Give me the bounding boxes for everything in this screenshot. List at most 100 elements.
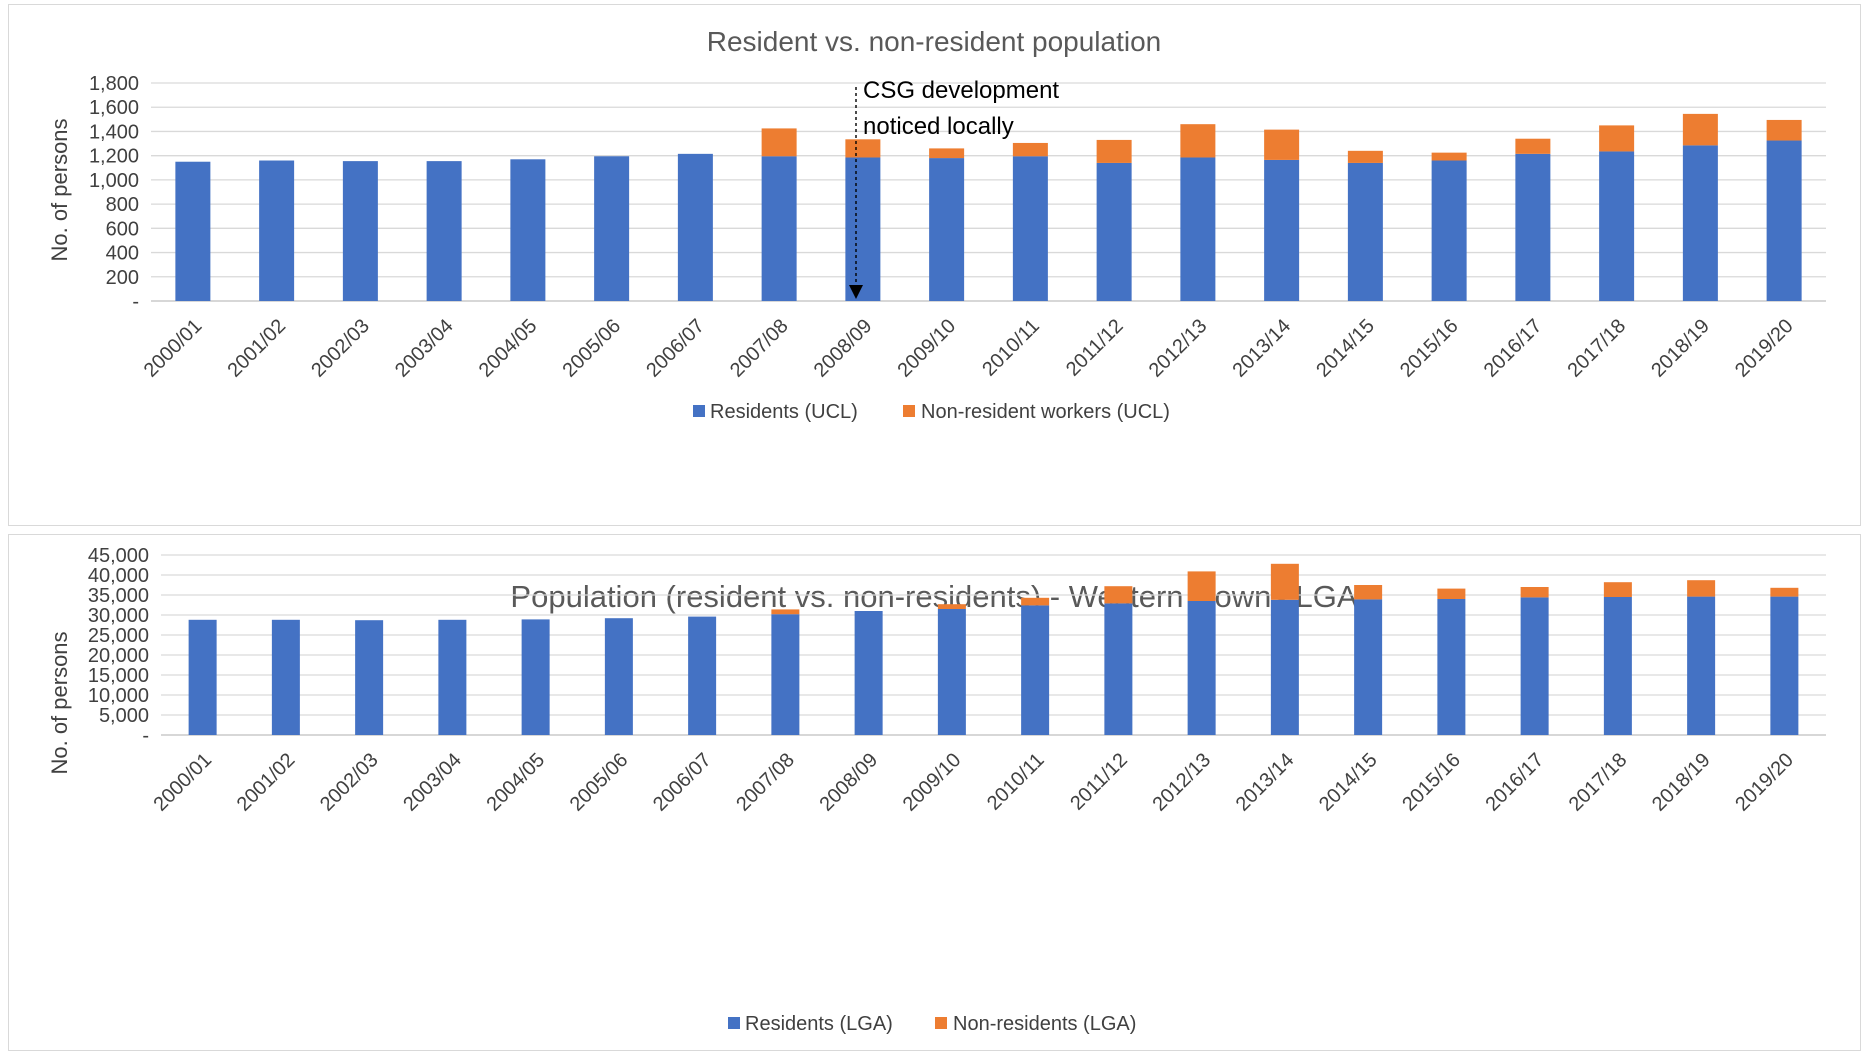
x-tick-label: 2011/12 bbox=[1066, 749, 1132, 815]
bar-residents bbox=[1264, 159, 1300, 301]
x-tick-label: 2001/02 bbox=[233, 749, 300, 816]
y-tick-label: 600 bbox=[106, 218, 139, 240]
bar-residents bbox=[1437, 599, 1466, 735]
bar-residents bbox=[1687, 596, 1716, 735]
bar-residents bbox=[761, 156, 797, 301]
bar-nonresidents bbox=[1347, 150, 1383, 163]
bar-nonresidents bbox=[1687, 580, 1716, 597]
bar-residents bbox=[937, 609, 966, 735]
x-tick-label: 2014/15 bbox=[1312, 315, 1379, 382]
y-tick-label: 1,000 bbox=[89, 170, 139, 192]
legend-label-nonresidents: Non-resident workers (UCL) bbox=[921, 401, 1170, 423]
bar-residents bbox=[355, 620, 384, 735]
legend-swatch-nonresidents bbox=[935, 1017, 947, 1029]
bar-residents bbox=[1012, 156, 1048, 301]
legend-swatch-residents bbox=[728, 1017, 740, 1029]
annotation-line-1: CSG development bbox=[863, 77, 1059, 104]
bar-residents bbox=[1021, 605, 1050, 735]
y-tick-label: 30,000 bbox=[88, 605, 149, 627]
y-tick-label: 15,000 bbox=[88, 665, 149, 687]
bar-residents bbox=[1104, 603, 1133, 735]
bar-nonresidents bbox=[845, 139, 881, 158]
x-tick-label: 2006/07 bbox=[642, 315, 709, 382]
x-tick-label: 2008/09 bbox=[810, 315, 877, 382]
bar-residents bbox=[845, 157, 881, 301]
bar-residents bbox=[929, 158, 965, 301]
x-tick-label: 2003/04 bbox=[399, 749, 466, 816]
bar-residents bbox=[1682, 145, 1718, 301]
y-tick-label: - bbox=[142, 725, 149, 747]
bar-nonresidents bbox=[1603, 582, 1632, 597]
bar-residents bbox=[438, 619, 467, 735]
bar-nonresidents bbox=[1021, 597, 1050, 606]
bar-residents bbox=[1180, 157, 1216, 301]
bar-nonresidents bbox=[1515, 138, 1551, 154]
x-tick-label: 2012/13 bbox=[1148, 749, 1215, 816]
bar-residents bbox=[688, 616, 717, 735]
annotation-arrow-icon bbox=[849, 285, 863, 299]
x-tick-label: 2003/04 bbox=[391, 315, 458, 382]
x-tick-label: 2015/16 bbox=[1396, 315, 1463, 382]
y-tick-label: 10,000 bbox=[88, 685, 149, 707]
x-tick-label: 2008/09 bbox=[815, 749, 882, 816]
bar-residents bbox=[594, 156, 630, 301]
bar-nonresidents bbox=[929, 148, 965, 159]
x-tick-label: 2006/07 bbox=[649, 749, 716, 816]
chart-title: Population (resident vs. non-residents) … bbox=[510, 579, 1357, 614]
y-tick-label: 1,800 bbox=[89, 73, 139, 95]
bar-residents bbox=[175, 161, 211, 301]
bar-nonresidents bbox=[1354, 585, 1383, 600]
bar-nonresidents bbox=[1104, 586, 1133, 604]
annotation-line-2: noticed locally bbox=[863, 113, 1014, 140]
x-tick-label: 2005/06 bbox=[566, 749, 633, 816]
x-tick-label: 2019/20 bbox=[1731, 315, 1798, 382]
bar-nonresidents bbox=[1599, 125, 1635, 152]
bar-residents bbox=[1520, 597, 1549, 735]
bar-residents bbox=[604, 618, 633, 735]
x-tick-label: 2012/13 bbox=[1145, 315, 1212, 382]
x-tick-label: 2000/01 bbox=[140, 315, 207, 382]
y-tick-label: 35,000 bbox=[88, 585, 149, 607]
x-tick-label: 2001/02 bbox=[223, 315, 290, 382]
legend-label-residents: Residents (LGA) bbox=[745, 1013, 893, 1035]
legend-swatch-nonresidents bbox=[903, 405, 915, 417]
x-tick-label: 2011/12 bbox=[1062, 315, 1128, 381]
x-tick-label: 2005/06 bbox=[558, 315, 625, 382]
chart-lga: Population (resident vs. non-residents) … bbox=[47, 545, 1826, 1035]
x-tick-label: 2013/14 bbox=[1228, 315, 1295, 382]
y-tick-label: 1,200 bbox=[89, 146, 139, 168]
bar-nonresidents bbox=[1766, 119, 1802, 141]
chart-panel-lga: Population (resident vs. non-residents) … bbox=[8, 534, 1861, 1051]
x-tick-label: 2002/03 bbox=[316, 749, 383, 816]
x-tick-label: 2018/19 bbox=[1647, 315, 1714, 382]
x-tick-label: 2013/14 bbox=[1232, 749, 1299, 816]
legend-label-residents: Residents (UCL) bbox=[710, 401, 858, 423]
bar-nonresidents bbox=[1187, 571, 1216, 601]
x-tick-label: 2004/05 bbox=[482, 749, 549, 816]
bar-nonresidents bbox=[1012, 142, 1048, 157]
bar-residents bbox=[510, 159, 546, 301]
bar-residents bbox=[1766, 140, 1802, 301]
bar-residents bbox=[677, 153, 713, 301]
bar-residents bbox=[1096, 162, 1132, 301]
x-tick-label: 2010/11 bbox=[983, 749, 1049, 815]
y-tick-label: 25,000 bbox=[88, 625, 149, 647]
bar-residents bbox=[771, 614, 800, 735]
x-tick-label: 2004/05 bbox=[475, 315, 542, 382]
y-axis-title: No. of persons bbox=[47, 118, 72, 261]
bar-nonresidents bbox=[1520, 587, 1549, 598]
bar-residents bbox=[1354, 599, 1383, 735]
bar-nonresidents bbox=[1096, 139, 1132, 163]
legend: Residents (LGA) Non-residents (LGA) bbox=[728, 1013, 1136, 1035]
x-tick-label: 2015/16 bbox=[1398, 749, 1465, 816]
bar-residents bbox=[1599, 151, 1635, 301]
x-tick-label: 2017/18 bbox=[1563, 315, 1630, 382]
bar-residents bbox=[426, 161, 462, 301]
bar-residents bbox=[1187, 601, 1216, 735]
y-axis-title: No. of persons bbox=[47, 631, 72, 774]
x-tick-label: 2007/08 bbox=[732, 749, 799, 816]
bar-nonresidents bbox=[1682, 113, 1718, 146]
y-tick-label: 1,400 bbox=[89, 121, 139, 143]
y-tick-label: 40,000 bbox=[88, 565, 149, 587]
y-tick-label: 45,000 bbox=[88, 545, 149, 567]
